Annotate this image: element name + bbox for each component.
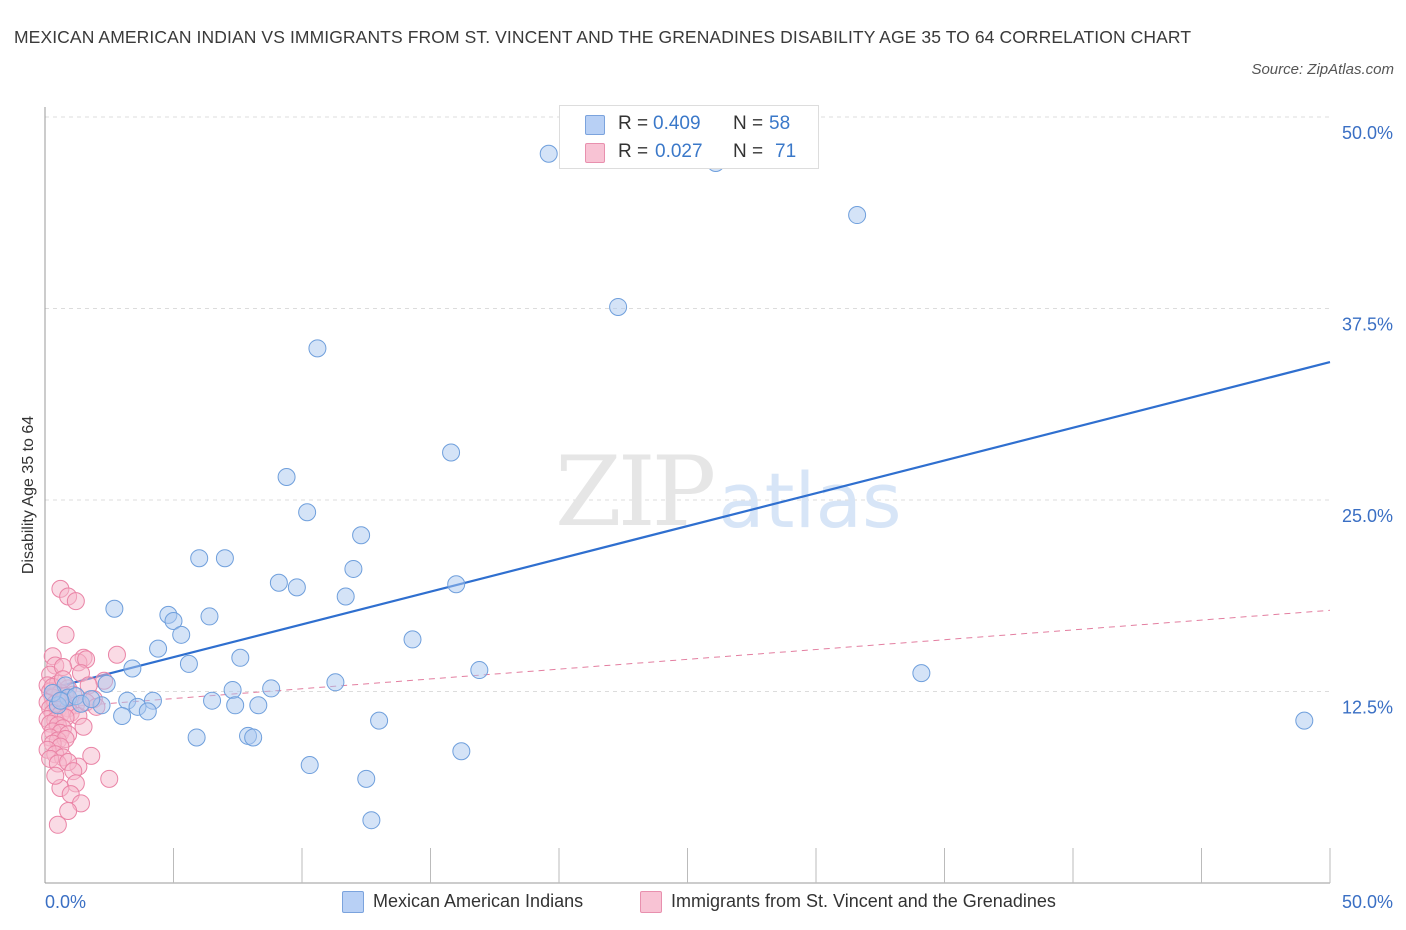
point-mexican-american-indians bbox=[452, 742, 471, 761]
point-mexican-american-indians bbox=[226, 696, 245, 715]
bottom-legend-swatch-pink bbox=[640, 891, 662, 913]
point-mexican-american-indians bbox=[609, 297, 628, 316]
bottom-legend-label: Mexican American Indians bbox=[373, 891, 584, 911]
point-mexican-american-indians bbox=[326, 673, 345, 692]
point-st-vincent-immigrants bbox=[59, 801, 78, 820]
point-mexican-american-indians bbox=[352, 526, 371, 545]
trend-lines bbox=[44, 361, 1331, 709]
legend-swatch-blue bbox=[585, 115, 605, 135]
point-mexican-american-indians bbox=[370, 711, 389, 730]
legend-n-value: 58 bbox=[769, 113, 791, 134]
point-st-vincent-immigrants bbox=[82, 746, 101, 765]
legend-swatch-pink bbox=[585, 143, 605, 163]
legend-r-value: 0.409 bbox=[653, 113, 701, 134]
point-mexican-american-indians bbox=[442, 443, 461, 462]
x-tick-label: 0.0% bbox=[45, 892, 86, 912]
x-tick-label: 50.0% bbox=[1342, 892, 1393, 912]
legend-r-label: R = bbox=[618, 113, 649, 134]
point-mexican-american-indians bbox=[200, 607, 219, 626]
point-mexican-american-indians bbox=[912, 664, 931, 683]
bottom-legend-swatch-blue bbox=[342, 891, 364, 913]
point-mexican-american-indians bbox=[262, 679, 281, 698]
point-mexican-american-indians bbox=[300, 756, 319, 775]
point-st-vincent-immigrants bbox=[74, 717, 93, 736]
source-label: Source: ZipAtlas.com bbox=[1251, 61, 1394, 78]
point-mexican-american-indians bbox=[179, 654, 198, 673]
point-mexican-american-indians bbox=[244, 728, 263, 747]
point-mexican-american-indians bbox=[187, 728, 206, 747]
point-mexican-american-indians bbox=[82, 690, 101, 709]
point-mexican-american-indians bbox=[51, 691, 70, 710]
bottom-legend-label: Immigrants from St. Vincent and the Gren… bbox=[671, 891, 1056, 911]
point-mexican-american-indians bbox=[113, 707, 132, 726]
point-mexican-american-indians bbox=[164, 612, 183, 631]
point-mexican-american-indians bbox=[298, 503, 317, 522]
legend-n-label: N = bbox=[733, 141, 764, 162]
point-mexican-american-indians bbox=[357, 769, 376, 788]
point-mexican-american-indians bbox=[336, 587, 355, 606]
correlation-legend: R = 0.409 N = 58 R = 0.027 N = 71 bbox=[559, 105, 819, 169]
point-mexican-american-indians bbox=[447, 575, 466, 594]
trend-line-blue bbox=[44, 361, 1331, 692]
y-tick-label: 25.0% bbox=[1342, 506, 1393, 526]
point-st-vincent-immigrants bbox=[66, 592, 85, 611]
point-mexican-american-indians bbox=[277, 468, 296, 487]
legend-n-value: 71 bbox=[775, 141, 797, 162]
point-mexican-american-indians bbox=[1295, 711, 1314, 730]
point-mexican-american-indians bbox=[344, 559, 363, 578]
point-mexican-american-indians bbox=[403, 630, 422, 649]
point-st-vincent-immigrants bbox=[48, 815, 67, 834]
point-mexican-american-indians bbox=[231, 648, 250, 667]
point-mexican-american-indians bbox=[249, 696, 268, 715]
point-mexican-american-indians bbox=[97, 674, 116, 693]
point-mexican-american-indians bbox=[105, 599, 124, 618]
point-mexican-american-indians bbox=[190, 549, 209, 568]
point-mexican-american-indians bbox=[308, 339, 327, 358]
y-tick-label: 37.5% bbox=[1342, 315, 1393, 335]
point-mexican-american-indians bbox=[123, 659, 142, 678]
point-mexican-american-indians bbox=[215, 549, 234, 568]
point-st-vincent-immigrants bbox=[56, 625, 75, 644]
trend-line-pink bbox=[44, 609, 1331, 709]
watermark-atlas: atlas bbox=[718, 456, 902, 545]
point-mexican-american-indians bbox=[172, 625, 191, 644]
watermark: ZIP atlas bbox=[555, 436, 902, 548]
point-mexican-american-indians bbox=[269, 573, 288, 592]
watermark-zip: ZIP bbox=[555, 436, 714, 548]
point-mexican-american-indians bbox=[223, 680, 242, 699]
grid-lines bbox=[45, 116, 1330, 692]
point-mexican-american-indians bbox=[848, 206, 867, 225]
legend-r-value: 0.027 bbox=[655, 141, 703, 162]
legend-r-label: R = bbox=[618, 141, 649, 162]
point-st-vincent-immigrants bbox=[46, 766, 65, 785]
y-axis-label: Disability Age 35 to 64 bbox=[20, 415, 37, 575]
y-tick-label: 12.5% bbox=[1342, 698, 1393, 718]
point-st-vincent-immigrants bbox=[107, 645, 126, 664]
tick-labels: 12.5% 25.0% 37.5% 50.0% 0.0% 50.0% bbox=[45, 123, 1393, 912]
point-mexican-american-indians bbox=[149, 639, 168, 658]
point-mexican-american-indians bbox=[362, 811, 381, 830]
chart-title: MEXICAN AMERICAN INDIAN VS IMMIGRANTS FR… bbox=[14, 27, 1192, 47]
point-mexican-american-indians bbox=[138, 702, 157, 721]
y-tick-label: 50.0% bbox=[1342, 123, 1393, 143]
point-mexican-american-indians bbox=[470, 661, 489, 680]
legend-n-label: N = bbox=[733, 113, 764, 134]
point-mexican-american-indians bbox=[287, 578, 306, 597]
point-mexican-american-indians bbox=[539, 144, 558, 163]
point-mexican-american-indians bbox=[203, 691, 222, 710]
data-points bbox=[38, 144, 1314, 834]
point-st-vincent-immigrants bbox=[100, 769, 119, 788]
